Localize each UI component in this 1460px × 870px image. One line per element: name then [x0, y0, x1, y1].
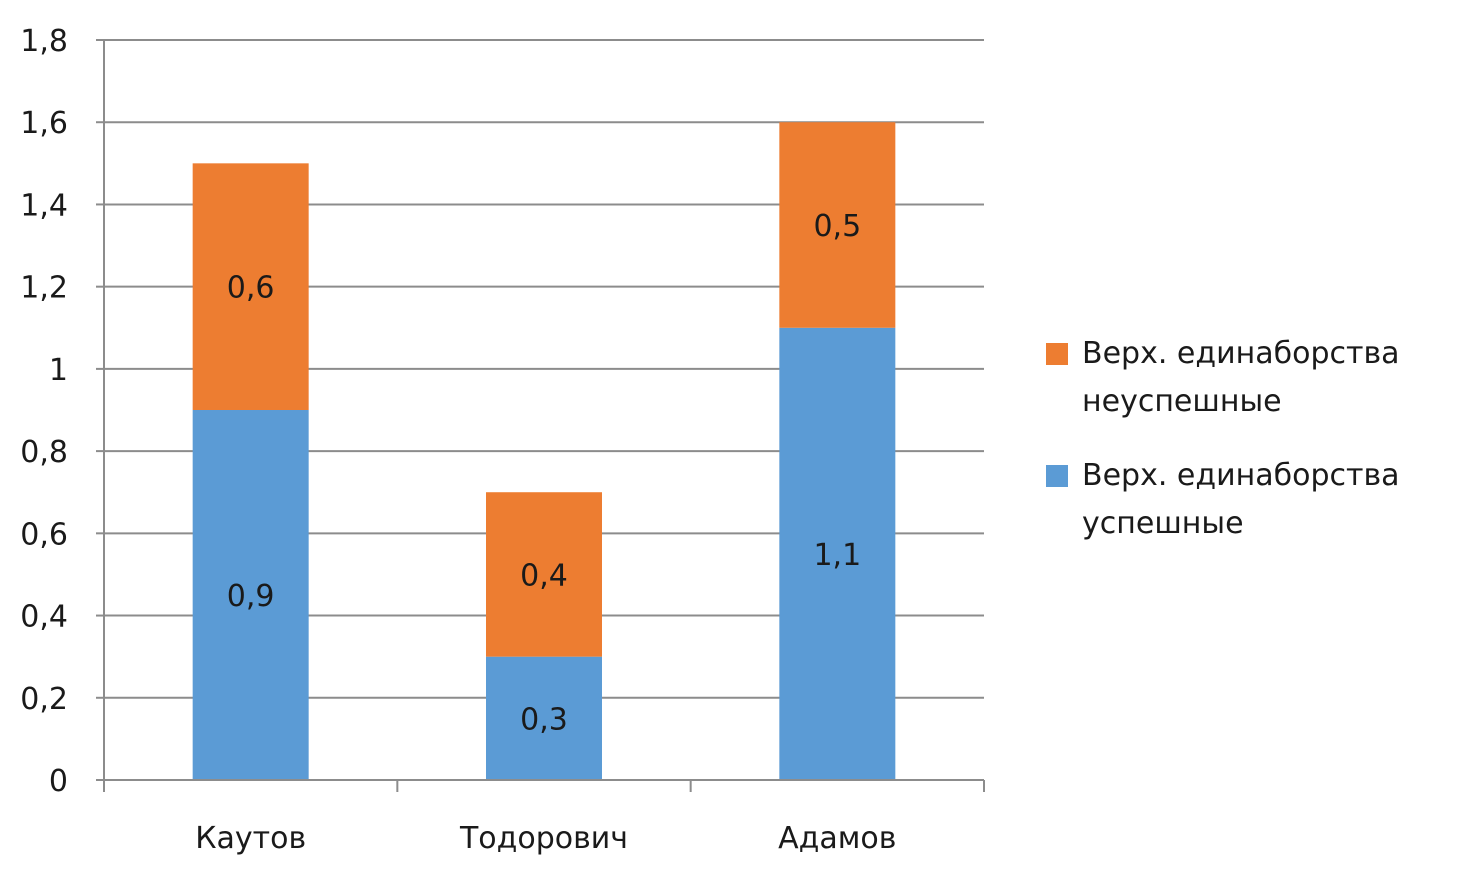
data-labels: 0,9 0,6 0,3 0,4 1,1 0,5 — [227, 209, 861, 737]
data-label: 0,3 — [520, 702, 568, 737]
y-tick-label: 1,4 — [20, 188, 68, 223]
y-tick-label: 0,4 — [20, 600, 68, 635]
y-tick-label: 1,6 — [20, 106, 68, 141]
bar-segment-unsuccessful — [192, 163, 309, 410]
axes: 0 0,2 0,4 0,6 0,8 1 1,2 1,4 1,6 1,8 Каутов Тодорови… — [20, 24, 985, 856]
data-label: 1,1 — [813, 538, 861, 573]
y-tick-label: 0,8 — [20, 435, 68, 470]
x-category-label: Адамов — [778, 821, 896, 856]
y-tick-label: 0,2 — [20, 682, 68, 717]
legend-item-unsuccessful: Верх. единаборства неуспешные — [1046, 330, 1446, 426]
data-label: 0,5 — [813, 209, 861, 244]
legend-swatch-unsuccessful — [1046, 343, 1068, 365]
bar-segment-successful — [486, 656, 602, 780]
legend-label-unsuccessful: Верх. единаборства неуспешные — [1082, 336, 1400, 419]
data-label: 0,6 — [227, 271, 275, 306]
data-label: 0,9 — [227, 579, 275, 614]
legend-item-successful: Верх. единаборства успешные — [1046, 452, 1446, 548]
legend: Верх. единаборства неуспешные Верх. един… — [1046, 330, 1446, 574]
x-category-label: Тодорович — [459, 821, 628, 856]
y-tick-label: 1,2 — [20, 271, 68, 306]
y-tick-label: 1 — [49, 353, 68, 388]
bar-segment-successful — [192, 410, 309, 780]
data-label: 0,4 — [520, 558, 568, 593]
bar-segment-unsuccessful — [486, 492, 602, 657]
y-tick-label: 1,8 — [20, 24, 68, 59]
y-tick-label: 0,6 — [20, 517, 68, 552]
legend-swatch-successful — [1046, 465, 1068, 487]
bars — [192, 122, 896, 780]
x-category-label: Каутов — [195, 821, 306, 856]
bar-segment-successful — [779, 327, 896, 780]
legend-label-successful: Верх. единаборства успешные — [1082, 458, 1400, 541]
bar-segment-unsuccessful — [779, 122, 896, 328]
y-tick-label: 0 — [49, 764, 68, 799]
